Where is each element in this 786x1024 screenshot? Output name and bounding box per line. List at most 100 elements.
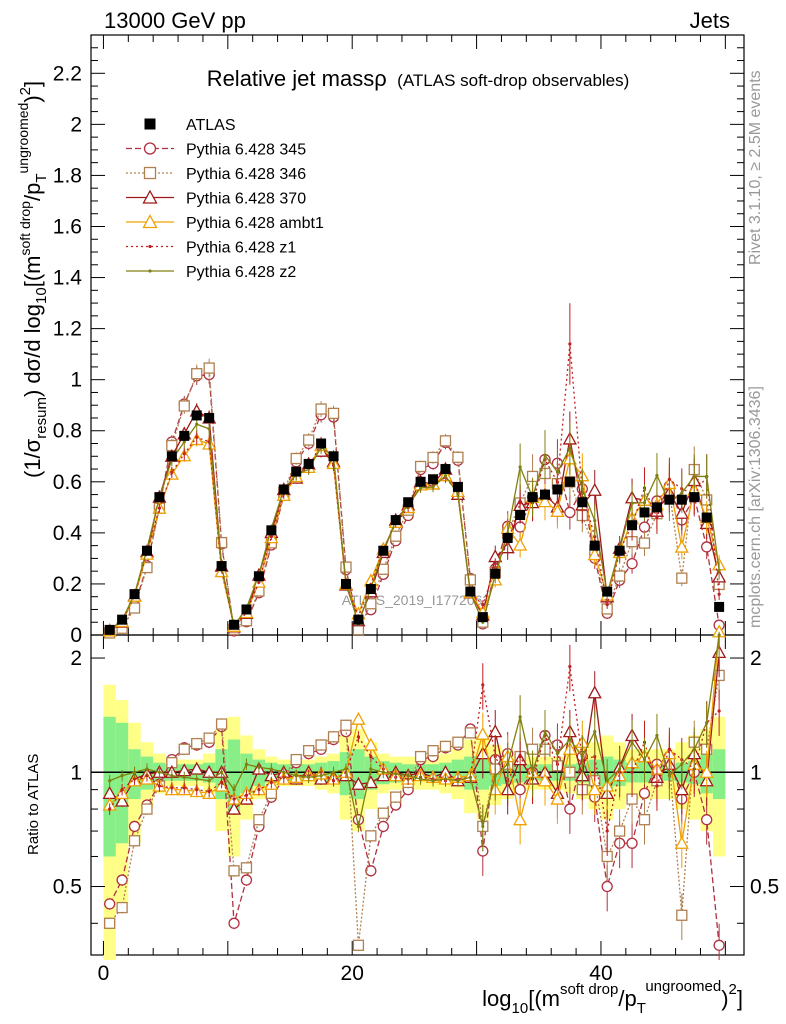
series-point-ratio [365, 830, 377, 842]
y-tick-label: 1.4 [53, 267, 83, 290]
legend-marker [143, 166, 157, 180]
series-point-main [303, 434, 315, 446]
chart-title-sub: (ATLAS soft-drop observables) [397, 71, 629, 90]
y-tick-label: 1.8 [53, 164, 82, 187]
series-point-ratio [587, 782, 602, 796]
ratio-tick-label: 2 [70, 647, 82, 670]
series-point-ratio [638, 787, 651, 799]
series-point-main [667, 477, 671, 481]
series-point-ratio [369, 767, 373, 771]
series-point-ratio [705, 721, 709, 725]
series-point-ratio [207, 779, 211, 783]
series-point-main [290, 452, 302, 465]
series-point-ratio [475, 726, 490, 740]
data-point [440, 464, 451, 475]
series-point-ratio [356, 824, 361, 829]
y-axis-label: (1/σresum) dσ/d log10[(msoft drop/pTungr… [15, 81, 50, 478]
ratio-stat-band-bin [240, 753, 253, 794]
series-point-main [513, 537, 528, 551]
data-point [204, 412, 215, 423]
series-point-main [593, 519, 597, 523]
ratio-tick-label: 0.5 [53, 876, 82, 899]
series-point-main [674, 539, 689, 553]
series-point-main [203, 362, 215, 374]
data-point [477, 612, 488, 623]
series-point-ratio [294, 774, 298, 778]
series-point-ratio [667, 747, 671, 751]
series-point-main [439, 435, 452, 447]
series-point-ratio [170, 786, 174, 790]
series-point-ratio [253, 814, 265, 826]
data-point [689, 492, 700, 503]
data-point [229, 619, 240, 630]
series-point-ratio [352, 939, 365, 951]
data-point [589, 540, 600, 551]
series-point-main [191, 368, 203, 380]
data-point [129, 589, 140, 600]
ratio-stat-band-bin [712, 749, 726, 800]
series-point-main [315, 403, 327, 415]
series-point-ratio [513, 812, 528, 826]
data-point [664, 494, 675, 505]
series-point-main [195, 422, 199, 426]
series-point-main [613, 570, 626, 582]
series-point-ratio [493, 774, 497, 778]
data-point [490, 568, 501, 579]
series-point-main [128, 602, 141, 614]
series-point-ratio [120, 788, 124, 792]
series-point-ratio [717, 709, 721, 713]
series-point-ratio [128, 835, 141, 847]
series-point-ratio [568, 664, 572, 669]
series-point-ratio [232, 788, 236, 792]
main-panel-series [102, 303, 727, 639]
series-point-ratio [630, 740, 634, 744]
series-point-ratio [331, 779, 336, 783]
series-point-ratio [195, 777, 199, 781]
data-point [278, 484, 289, 495]
series-point-ratio [319, 774, 323, 778]
series-line-main [109, 423, 720, 631]
series-point-main [537, 494, 553, 508]
series-point-ratio [182, 786, 186, 790]
series-point-ratio [108, 779, 112, 783]
series-point-ratio [618, 767, 622, 771]
legend-marker [142, 189, 158, 204]
series-point-ratio [327, 731, 340, 743]
series-point-ratio [104, 917, 116, 929]
series-line-main [109, 343, 720, 632]
series-point-main [327, 407, 340, 420]
series-point-main [564, 506, 576, 519]
y-tick-label: 2 [70, 113, 82, 136]
series-point-ratio [377, 820, 389, 833]
header-left: 13000 GeV pp [104, 8, 246, 33]
data-point [266, 525, 277, 536]
series-point-ratio [381, 770, 385, 774]
series-point-ratio [145, 774, 149, 778]
series-point-ratio [282, 770, 286, 774]
series-point-ratio [132, 770, 137, 774]
data-point [502, 532, 513, 543]
ratio-frame [90, 634, 745, 956]
rivet-version-label: Rivet 3.1.10, ≥ 2.5M events [747, 70, 764, 265]
y-tick-label: 0 [70, 624, 82, 647]
series-point-ratio [613, 825, 626, 837]
series-point-ratio [537, 773, 553, 787]
series-point-ratio [120, 774, 124, 778]
analysis-watermark: ATLAS_2019_I1772062 [342, 592, 491, 608]
series-point-main [178, 400, 190, 412]
series-point-ratio [439, 740, 452, 753]
data-point [564, 476, 575, 487]
series-point-ratio [713, 939, 725, 951]
series-point-main [269, 535, 273, 539]
data-point [104, 624, 115, 635]
legend-label: ATLAS [186, 117, 236, 134]
series-point-ratio [481, 824, 485, 829]
series-point-ratio [128, 820, 141, 833]
series-point-ratio [115, 793, 130, 807]
series-point-ratio [315, 739, 327, 751]
legend-label: Pythia 6.428 z2 [186, 264, 296, 281]
series-point-ratio [215, 718, 228, 730]
series-point-ratio [674, 835, 689, 849]
series-point-ratio [468, 775, 472, 779]
